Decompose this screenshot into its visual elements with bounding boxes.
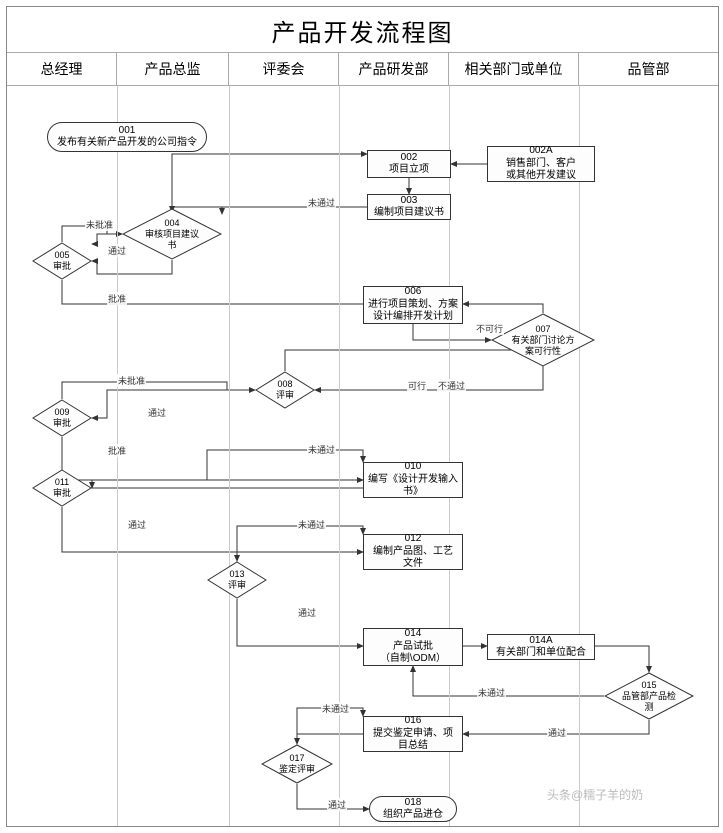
lane-header-rel: 相关部门或单位 [449,53,579,85]
node-n015: 015品管部产品检测 [604,672,694,720]
watermark: 头条@糯子羊的奶 [547,786,643,803]
node-label: 004审核项目建议书 [137,218,207,250]
lane-divider [339,86,340,826]
edge [237,552,363,561]
lane-header-gm: 总经理 [7,53,117,85]
edge-label: 通过 [297,606,317,619]
node-label: 005审批 [41,250,83,272]
node-n005: 005审批 [32,242,92,280]
lane-header-pd: 产品总监 [117,53,229,85]
node-n006: 006进行项目策划、方案设计编排开发计划 [363,286,463,324]
node-label: 007有关部门讨论方案可行性 [507,324,580,356]
flowchart-canvas: 001发布有关新产品开发的公司指令 002项目立项 002A销售部门、客户或其他开发… [7,86,718,826]
node-label: 008评审 [264,379,306,401]
edge-label: 未通过 [321,702,350,715]
node-n009: 009审批 [32,399,92,437]
node-n012: 012编制产品图、工艺文件 [363,534,463,570]
edge [315,367,543,390]
node-label: 013评审 [216,569,258,591]
node-n007: 007有关部门讨论方案可行性 [491,313,595,367]
edge [62,382,255,399]
edge-label: 未批准 [117,374,146,387]
edge [92,260,172,274]
node-label: 017鉴定评审 [272,753,322,775]
edge-label: 可行 [407,379,427,392]
edge-label: 未通过 [477,686,506,699]
edge [463,304,543,313]
node-n013: 013评审 [207,561,267,599]
node-n008: 008评审 [255,371,315,409]
node-label: 011审批 [41,477,83,499]
lane-divider [579,86,580,826]
edge-label: 通过 [327,798,347,811]
edge-label: 批准 [107,444,127,457]
edge [92,480,363,488]
node-n004: 004审核项目建议书 [122,208,222,260]
edge-label: 通过 [547,726,567,739]
edge-label: 通过 [147,406,167,419]
edge-label: 通过 [127,518,147,531]
node-n002: 002项目立项 [367,150,451,178]
lanes-header: 总经理产品总监评委会产品研发部相关部门或单位品管部 [7,53,718,86]
node-n014a: 014A有关部门和单位配合 [487,634,595,660]
lane-header-qc: 品管部 [579,53,718,85]
node-label: 009审批 [41,407,83,429]
edge-label: 未通过 [307,443,336,456]
node-n018: 018组织产品进仓 [369,796,457,822]
node-n010: 010编写《设计开发输入书》 [363,462,463,498]
node-n002a: 002A销售部门、客户或其他开发建议 [487,146,595,182]
edge [222,207,367,214]
edge [413,666,604,696]
edge [237,526,363,561]
edge [172,154,367,208]
node-n011: 011审批 [32,469,92,507]
lane-divider [229,86,230,826]
node-n014: 014产品试批（自制\ODM） [363,628,463,666]
edge [297,734,363,744]
edge-label: 批准 [107,292,127,305]
node-label: 015品管部产品检测 [618,680,681,712]
edge-label: 未通过 [307,196,336,209]
node-n016: 016提交鉴定申请、项目总结 [363,716,463,752]
edge-label: 不可行 [475,322,504,335]
node-n003: 003编制项目建议书 [367,194,451,220]
edge-label: 未通过 [297,518,326,531]
node-n001: 001发布有关新产品开发的公司指令 [47,122,207,152]
edge-label: 未批准 [85,218,114,231]
edge-label: 不通过 [437,379,466,392]
flowchart-page: 产品开发流程图 总经理产品总监评委会产品研发部相关部门或单位品管部 001发布有… [6,6,719,827]
node-n017: 017鉴定评审 [261,744,333,784]
lane-header-jury: 评委会 [229,53,339,85]
edge-label: 通过 [107,244,127,257]
chart-title: 产品开发流程图 [7,7,718,53]
lane-header-rnd: 产品研发部 [339,53,449,85]
